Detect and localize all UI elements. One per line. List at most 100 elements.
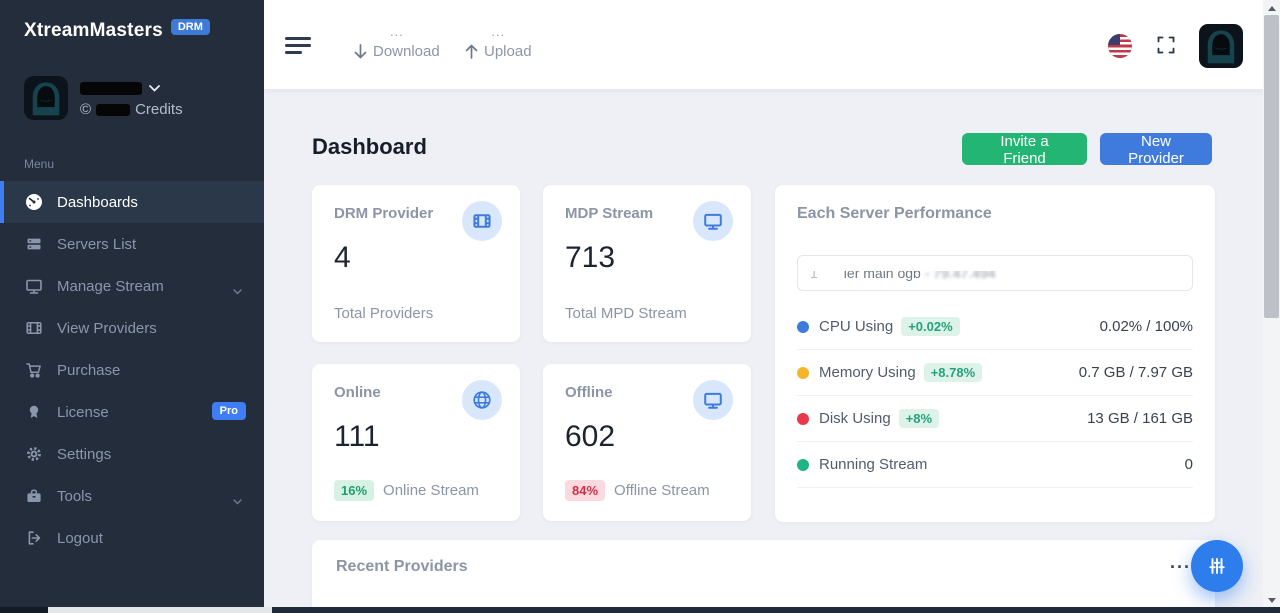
vertical-scrollbar-thumb[interactable] <box>1264 15 1279 318</box>
card-title: Online <box>334 384 381 401</box>
stat-card-online: Online 111 16% Online Stream <box>312 364 520 521</box>
chevron-down-icon <box>233 492 242 510</box>
monitor-icon <box>693 201 733 241</box>
chevron-down-icon <box>149 85 160 92</box>
gear-icon <box>25 445 43 463</box>
card-title: Offline <box>565 384 613 401</box>
perf-row-memory: Memory Using +8.78% 0.7 GB / 7.97 GB <box>797 350 1193 396</box>
upload-indicator[interactable]: ... Upload <box>465 25 532 60</box>
credits-label: Credits <box>135 101 183 118</box>
pro-badge: Pro <box>211 402 246 420</box>
hamburger-menu-icon[interactable] <box>285 37 311 54</box>
upload-value: ... <box>491 24 506 39</box>
running-stream-dot <box>797 458 809 471</box>
section-title: Recent Providers <box>336 558 468 575</box>
recent-providers-card: Recent Providers ... <box>312 540 1215 613</box>
user-credits: © Credits <box>80 101 183 118</box>
film-icon <box>462 201 502 241</box>
scroll-down-arrow-icon[interactable] <box>1268 598 1276 603</box>
monitor-icon <box>693 380 733 420</box>
horizontal-scrollbar-thumb[interactable] <box>48 607 272 613</box>
download-label: Download <box>373 43 440 60</box>
row-delta-badge: +0.02% <box>901 317 960 336</box>
card-title: MDP Stream <box>565 205 654 222</box>
row-label: Running Stream <box>819 456 928 473</box>
brand: XtreamMasters DRM <box>24 19 210 42</box>
more-options-icon[interactable]: ... <box>1169 552 1191 572</box>
us-flag-icon[interactable] <box>1108 34 1132 58</box>
gauge-icon <box>25 193 43 211</box>
fullscreen-icon[interactable] <box>1156 35 1176 55</box>
perf-row-running-stream: Running Stream 0 <box>797 442 1193 488</box>
cpu-dot <box>797 320 809 333</box>
perf-row-cpu: CPU Using +0.02% 0.02% / 100% <box>797 304 1193 350</box>
redacted-credits-value <box>96 103 131 116</box>
topbar: ... Download ... Upload <box>264 0 1280 89</box>
sidebar-item-servers-list[interactable]: Servers List <box>0 223 264 265</box>
sidebar-item-dashboards[interactable]: Dashboards <box>0 181 264 223</box>
memory-dot <box>797 366 809 379</box>
avatar[interactable] <box>24 76 68 120</box>
stat-card-drm-provider: DRM Provider 4 Total Providers <box>312 185 520 342</box>
card-value: 111 <box>334 420 380 453</box>
card-value: 602 <box>565 420 616 453</box>
redacted-username <box>80 82 142 95</box>
sidebar-item-logout[interactable]: Logout <box>0 517 264 559</box>
percent-badge: 84% <box>565 480 606 501</box>
servers-icon <box>25 235 43 253</box>
monitor-icon <box>25 277 43 295</box>
card-caption: Total MPD Stream <box>565 305 687 322</box>
row-label: Memory Using <box>819 364 916 381</box>
row-delta-badge: +8% <box>898 409 940 428</box>
user-name[interactable] <box>80 82 160 95</box>
sidebar-menu: Dashboards Servers List Manage Stream Vi… <box>0 181 264 559</box>
new-provider-button[interactable]: New Provider <box>1100 133 1212 167</box>
menu-section-label: Menu <box>24 157 55 171</box>
sidebar-item-label: License <box>57 403 109 421</box>
sidebar-item-license[interactable]: License Pro <box>0 391 264 433</box>
sidebar-item-settings[interactable]: Settings <box>0 433 264 475</box>
film-icon <box>25 319 43 337</box>
sidebar-item-purchase[interactable]: Purchase <box>0 349 264 391</box>
arrow-down-icon <box>354 44 367 59</box>
sidebar-item-label: Purchase <box>57 361 121 379</box>
card-title: DRM Provider <box>334 205 434 222</box>
stat-card-mdp-stream: MDP Stream 713 Total MPD Stream <box>543 185 751 342</box>
briefcase-icon <box>25 487 43 505</box>
row-value: 0 <box>1184 456 1193 473</box>
download-indicator[interactable]: ... Download <box>354 25 440 60</box>
stat-card-offline: Offline 602 84% Offline Stream <box>543 364 751 521</box>
chevron-down-icon <box>233 282 242 300</box>
sidebar-item-label: Tools <box>57 487 93 505</box>
server-select[interactable]: 1 ler main ogb - 79.47.494 <box>797 255 1193 291</box>
drm-badge: DRM <box>170 19 210 35</box>
copyright-icon: © <box>80 101 92 118</box>
card-value: 713 <box>565 241 616 274</box>
customizer-fab-button[interactable] <box>1191 540 1243 592</box>
horizontal-scrollbar[interactable] <box>0 607 1280 613</box>
sidebar-item-label: Manage Stream <box>57 277 164 295</box>
sidebar-item-view-providers[interactable]: View Providers <box>0 307 264 349</box>
sidebar-item-label: View Providers <box>57 319 157 337</box>
sidebar-item-label: Servers List <box>57 235 137 253</box>
sidebar-item-label: Dashboards <box>57 193 138 211</box>
cart-icon <box>25 361 43 379</box>
row-label: CPU Using <box>819 318 894 335</box>
sidebar-item-label: Logout <box>57 529 103 547</box>
sidebar-item-label: Settings <box>57 445 112 463</box>
arrow-up-icon <box>465 44 478 59</box>
award-icon <box>25 403 43 421</box>
avatar[interactable] <box>1199 24 1243 68</box>
row-value: 0.02% / 100% <box>1099 318 1193 335</box>
sidebar: XtreamMasters DRM © Credits Menu Dashboar… <box>0 0 264 613</box>
invite-friend-button[interactable]: Invite a Friend <box>962 133 1087 167</box>
sidebar-item-manage-stream[interactable]: Manage Stream <box>0 265 264 307</box>
vertical-scrollbar[interactable] <box>1263 0 1280 607</box>
logout-icon <box>25 529 43 547</box>
server-select-name: ler main ogb <box>843 265 921 281</box>
server-select-prefix: 1 <box>810 265 818 281</box>
row-label: Disk Using <box>819 410 891 427</box>
sidebar-item-tools[interactable]: Tools <box>0 475 264 517</box>
upload-label: Upload <box>484 43 532 60</box>
scroll-up-arrow-icon[interactable] <box>1268 6 1276 11</box>
